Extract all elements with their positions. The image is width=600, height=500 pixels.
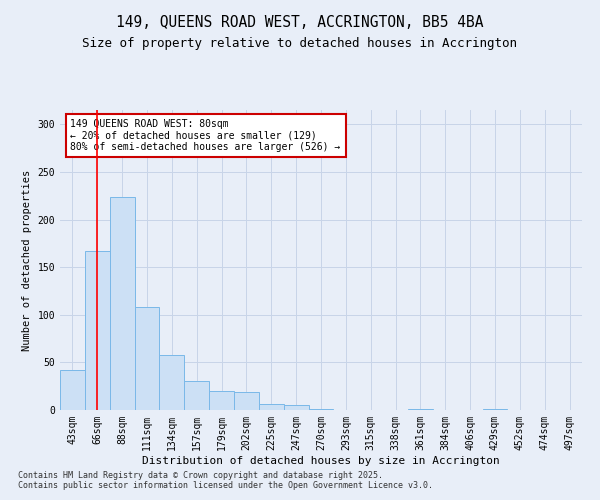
Bar [110, 196, 134, 410]
Text: Size of property relative to detached houses in Accrington: Size of property relative to detached ho… [83, 38, 517, 51]
Bar [209, 391, 234, 410]
Bar [482, 409, 508, 410]
X-axis label: Distribution of detached houses by size in Accrington: Distribution of detached houses by size … [142, 456, 500, 466]
Bar [85, 251, 110, 410]
Bar [160, 355, 184, 410]
Y-axis label: Number of detached properties: Number of detached properties [22, 170, 32, 350]
Bar [184, 382, 209, 410]
Bar [284, 405, 308, 410]
Bar [308, 409, 334, 410]
Text: 149 QUEENS ROAD WEST: 80sqm
← 20% of detached houses are smaller (129)
80% of se: 149 QUEENS ROAD WEST: 80sqm ← 20% of det… [70, 119, 341, 152]
Bar [134, 307, 160, 410]
Bar [234, 392, 259, 410]
Text: Contains HM Land Registry data © Crown copyright and database right 2025.
Contai: Contains HM Land Registry data © Crown c… [18, 470, 433, 490]
Text: 149, QUEENS ROAD WEST, ACCRINGTON, BB5 4BA: 149, QUEENS ROAD WEST, ACCRINGTON, BB5 4… [116, 15, 484, 30]
Bar [259, 404, 284, 410]
Bar [60, 370, 85, 410]
Bar [408, 409, 433, 410]
